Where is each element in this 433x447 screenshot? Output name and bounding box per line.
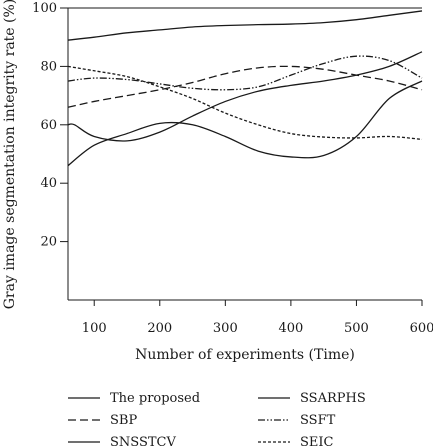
series-line-ssarphs xyxy=(67,80,423,167)
y-tick-label: 80 xyxy=(40,59,57,74)
y-axis-ticks: 20 40 60 80 100 xyxy=(32,1,68,250)
legend-label-the-proposed: The proposed xyxy=(110,391,200,406)
x-tick-label: 400 xyxy=(278,321,303,336)
x-tick-label: 100 xyxy=(82,321,107,336)
legend-label-sbp: SBP xyxy=(110,413,137,428)
plot-frame xyxy=(67,7,422,301)
legend-label-ssarphs: SSARPHS xyxy=(300,391,366,406)
x-tick-label: 300 xyxy=(213,321,238,336)
legend-label-seic: SEIC xyxy=(300,435,334,447)
y-tick-label: 60 xyxy=(40,118,57,133)
x-axis-ticks: 100 200 300 400 500 600 xyxy=(82,300,433,336)
series-lines xyxy=(67,10,423,167)
x-tick-label: 500 xyxy=(344,321,369,336)
x-tick-label: 200 xyxy=(147,321,172,336)
legend-label-ssft: SSFT xyxy=(300,413,336,428)
series-line-ssft xyxy=(67,55,423,91)
x-tick-label: 600 xyxy=(410,321,433,336)
y-axis-title: Gray image segmentation integrity rate (… xyxy=(2,0,18,309)
y-tick-label: 40 xyxy=(40,176,57,191)
series-line-snsstcv xyxy=(67,51,423,142)
y-tick-label: 20 xyxy=(40,235,57,250)
series-line-seic xyxy=(67,65,423,141)
y-tick-label: 100 xyxy=(32,1,57,16)
series-line-the-proposed xyxy=(67,10,423,41)
legend: The proposed SSARPHS SBP SSFT SNSSTCV SEIC xyxy=(68,391,366,447)
x-axis-title: Number of experiments (Time) xyxy=(135,347,355,363)
legend-label-snsstcv: SNSSTCV xyxy=(110,435,176,447)
